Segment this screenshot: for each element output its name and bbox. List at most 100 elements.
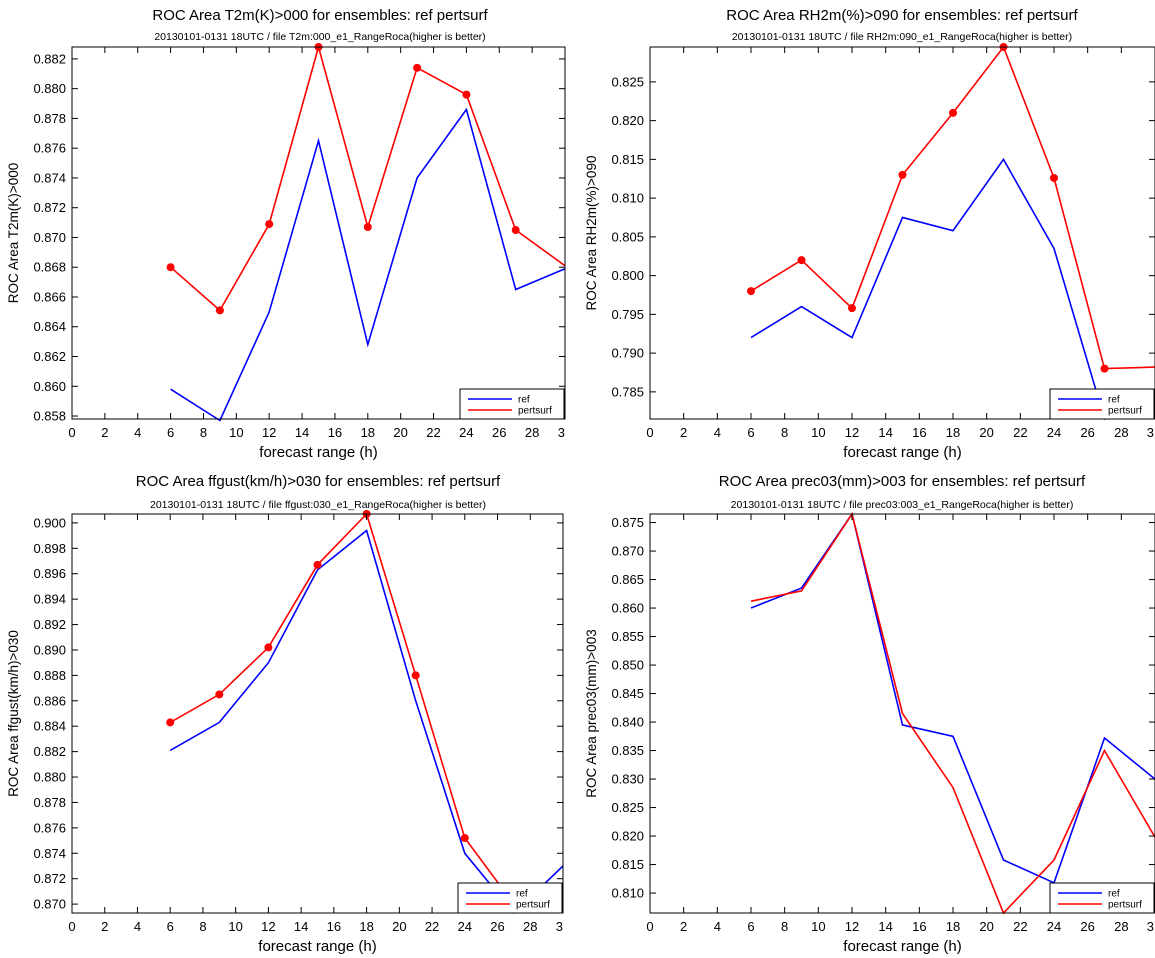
y-tick-label: 0.900 xyxy=(33,515,66,530)
series-point-pertsurf xyxy=(411,671,420,680)
x-axis-label: forecast range (h) xyxy=(843,938,961,955)
y-tick-label: 0.845 xyxy=(611,686,644,701)
y-tick-label: 0.858 xyxy=(33,409,66,424)
legend-label-pertsurf: pertsurf xyxy=(516,900,550,911)
x-tick-label: 10 xyxy=(229,425,243,440)
series-point-pertsurf xyxy=(215,690,224,699)
y-tick-label: 0.875 xyxy=(611,515,644,530)
y-tick-label: 0.894 xyxy=(33,592,66,607)
y-tick-label: 0.874 xyxy=(33,846,66,861)
legend-box xyxy=(459,388,565,420)
y-tick-label: 0.884 xyxy=(33,719,66,734)
series-point-pertsurf xyxy=(313,560,322,569)
series-point-pertsurf xyxy=(264,643,273,652)
x-tick-label: 22 xyxy=(1013,919,1027,934)
chart-panel-2: ROC Area RH2m(%)>090 for ensembles: ref … xyxy=(584,7,1155,461)
x-tick-label: 0 xyxy=(68,919,75,934)
y-tick-label: 0.835 xyxy=(611,743,644,758)
x-tick-label: 18 xyxy=(946,919,960,934)
x-axis-label: forecast range (h) xyxy=(843,444,961,461)
x-tick-label: 12 xyxy=(261,919,275,934)
legend-label-ref: ref xyxy=(1108,889,1120,900)
x-tick-label: 14 xyxy=(878,425,892,440)
series-point-pertsurf xyxy=(797,256,806,265)
x-tick-label: 8 xyxy=(781,919,788,934)
x-tick-label: 2 xyxy=(680,425,687,440)
y-tick-label: 0.820 xyxy=(611,113,644,128)
y-tick-label: 0.882 xyxy=(33,51,66,66)
legend-box xyxy=(1049,388,1155,420)
x-tick-label: 16 xyxy=(328,425,342,440)
x-tick-label: 12 xyxy=(845,425,859,440)
y-tick-label: 0.872 xyxy=(33,200,66,215)
y-tick-label: 0.800 xyxy=(611,268,644,283)
y-tick-label: 0.785 xyxy=(611,384,644,399)
y-tick-label: 0.825 xyxy=(611,74,644,89)
x-tick-label: 14 xyxy=(295,425,309,440)
x-tick-label: 3 xyxy=(556,919,563,934)
y-tick-label: 0.840 xyxy=(611,715,644,730)
y-tick-label: 0.874 xyxy=(33,170,66,185)
x-tick-label: 14 xyxy=(878,919,892,934)
x-tick-label: 22 xyxy=(426,425,440,440)
x-tick-label: 24 xyxy=(1047,919,1061,934)
x-tick-label: 4 xyxy=(134,425,141,440)
y-tick-label: 0.882 xyxy=(33,744,66,759)
y-tick-label: 0.815 xyxy=(611,152,644,167)
y-tick-label: 0.866 xyxy=(33,289,66,304)
plot-frame xyxy=(71,46,566,420)
y-tick-label: 0.862 xyxy=(33,349,66,364)
x-tick-label: 22 xyxy=(1013,425,1027,440)
y-axis-label: ROC Area prec03(mm)>003 xyxy=(584,629,599,797)
y-tick-label: 0.870 xyxy=(33,230,66,245)
series-line-ref xyxy=(750,157,1155,421)
x-tick-label: 4 xyxy=(714,919,721,934)
chart-title: ROC Area RH2m(%)>090 for ensembles: ref … xyxy=(726,7,1078,24)
x-tick-label: 28 xyxy=(1114,425,1128,440)
y-tick-label: 0.876 xyxy=(33,820,66,835)
x-tick-label: 16 xyxy=(912,425,926,440)
chart-title: ROC Area T2m(K)>000 for ensembles: ref p… xyxy=(152,7,488,24)
legend-label-pertsurf: pertsurf xyxy=(1108,900,1142,911)
series-line-pertsurf xyxy=(750,512,1155,915)
y-tick-label: 0.886 xyxy=(33,693,66,708)
series-point-pertsurf xyxy=(462,90,471,99)
y-tick-label: 0.825 xyxy=(611,800,644,815)
x-tick-label: 26 xyxy=(490,919,504,934)
x-tick-label: 10 xyxy=(811,919,825,934)
series-point-pertsurf xyxy=(747,287,755,296)
x-tick-label: 6 xyxy=(747,919,754,934)
series-point-pertsurf xyxy=(413,63,422,72)
legend-box xyxy=(457,882,563,914)
x-tick-label: 10 xyxy=(811,425,825,440)
x-tick-label: 3 xyxy=(1147,425,1154,440)
legend-label-ref: ref xyxy=(516,889,528,900)
x-tick-label: 24 xyxy=(459,425,473,440)
x-tick-label: 16 xyxy=(912,919,926,934)
y-tick-label: 0.820 xyxy=(611,829,644,844)
series-point-pertsurf xyxy=(166,263,175,272)
y-tick-label: 0.865 xyxy=(611,572,644,587)
x-tick-label: 0 xyxy=(68,425,75,440)
x-tick-label: 2 xyxy=(680,919,687,934)
legend-label-pertsurf: pertsurf xyxy=(518,406,552,417)
y-tick-label: 0.790 xyxy=(611,346,644,361)
legend-label-pertsurf: pertsurf xyxy=(1108,406,1142,417)
chart-panel-4: ROC Area prec03(mm)>003 for ensembles: r… xyxy=(584,473,1155,955)
series-point-pertsurf xyxy=(460,834,469,843)
x-tick-label: 4 xyxy=(714,425,721,440)
y-tick-label: 0.876 xyxy=(33,141,66,156)
legend-label-ref: ref xyxy=(518,395,530,406)
y-tick-label: 0.810 xyxy=(611,191,644,206)
x-axis-label: forecast range (h) xyxy=(259,444,377,461)
y-axis-label: ROC Area T2m(K)>000 xyxy=(6,163,21,303)
x-tick-label: 28 xyxy=(525,425,539,440)
chart-subtitle: 20130101-0131 18UTC / file prec03:003_e1… xyxy=(731,499,1074,511)
y-tick-label: 0.898 xyxy=(33,541,66,556)
x-tick-label: 0 xyxy=(646,425,653,440)
x-tick-label: 14 xyxy=(294,919,308,934)
x-tick-label: 6 xyxy=(747,425,754,440)
